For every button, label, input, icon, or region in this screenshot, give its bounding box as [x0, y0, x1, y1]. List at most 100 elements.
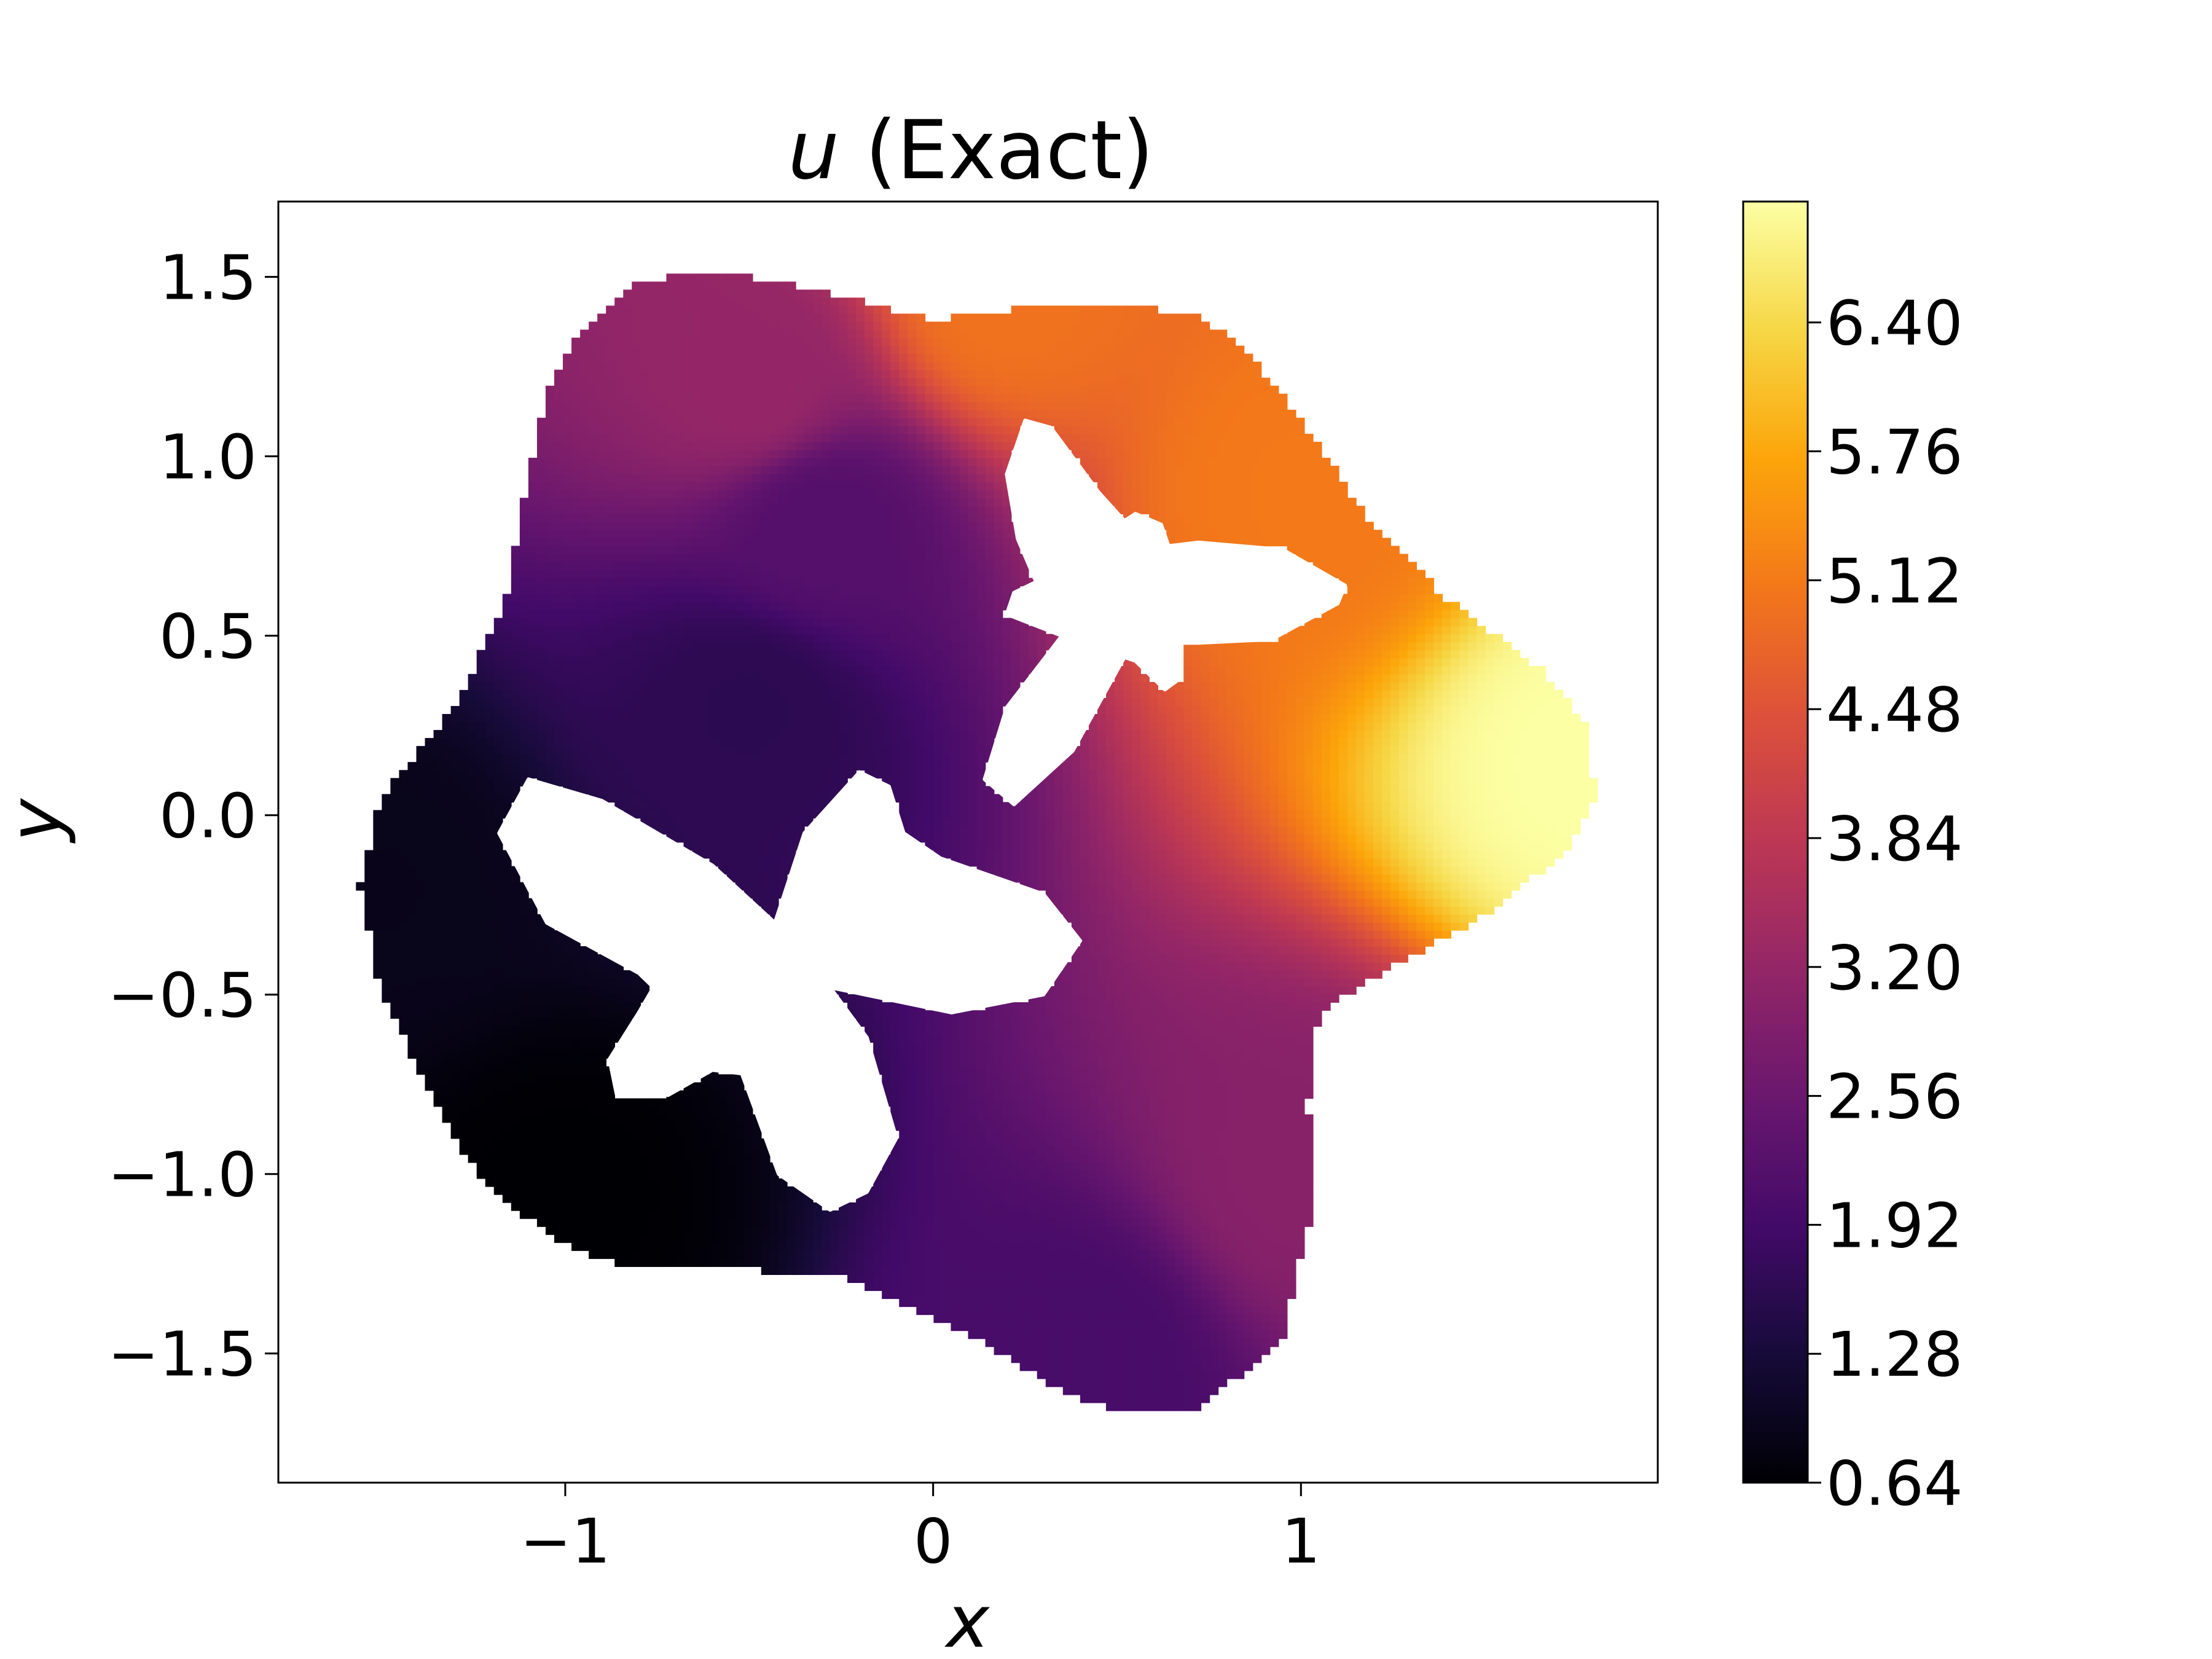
field-cell [1235, 1026, 1245, 1035]
field-cell [890, 1162, 900, 1171]
field-cell [718, 1074, 728, 1083]
field-cell [597, 1186, 606, 1195]
field-cell [1140, 1322, 1150, 1332]
field-cell [1062, 866, 1072, 875]
field-cell [985, 1202, 995, 1211]
field-cell [545, 1026, 555, 1035]
field-cell [485, 1026, 495, 1035]
field-cell [1037, 1082, 1046, 1091]
field-cell [597, 994, 606, 1003]
field-cell [908, 1066, 917, 1075]
field-cell [1123, 1242, 1132, 1251]
field-cell [925, 1250, 935, 1259]
field-cell [1088, 930, 1098, 939]
field-cell [1037, 1282, 1046, 1292]
field-cell [1132, 1402, 1141, 1411]
field-cell [1390, 882, 1400, 891]
field-cell [1088, 906, 1098, 915]
field-cell [1045, 1146, 1055, 1155]
field-cell [1304, 970, 1314, 979]
field-cell [1097, 1138, 1107, 1147]
field-cell [1123, 1026, 1132, 1035]
field-cell [769, 898, 779, 907]
field-cell [425, 1050, 434, 1059]
field-cell [1226, 1074, 1236, 1083]
field-cell [1028, 874, 1038, 883]
field-cell [1192, 1226, 1202, 1235]
field-cell [614, 1234, 624, 1243]
field-cell [536, 970, 546, 979]
field-cell [1364, 930, 1374, 939]
field-cell [554, 1034, 563, 1043]
field-cell [536, 1050, 546, 1059]
field-cell [511, 994, 520, 1003]
field-cell [1175, 1298, 1185, 1308]
field-cell [1149, 1322, 1158, 1332]
field-cell [493, 1090, 503, 1099]
field-cell [614, 1250, 624, 1259]
field-cell [743, 1218, 753, 1227]
field-cell [614, 1194, 624, 1203]
field-cell [1140, 1314, 1150, 1324]
field-cell [459, 1130, 469, 1139]
field-cell [1269, 1034, 1279, 1043]
field-cell [976, 1274, 986, 1284]
field-cell [1183, 842, 1193, 851]
field-cell [1252, 1106, 1262, 1115]
field-cell [1261, 1234, 1271, 1243]
field-cell [1071, 1226, 1081, 1235]
field-cell [1175, 1282, 1185, 1292]
field-cell [1080, 1034, 1089, 1043]
field-cell [735, 1098, 745, 1107]
field-cell [1175, 906, 1185, 915]
field-cell [606, 1042, 616, 1051]
chart-title-suffix: (Exact) [839, 103, 1154, 198]
field-cell [1097, 1178, 1107, 1187]
field-cell [1209, 1378, 1219, 1387]
field-cell [1002, 1130, 1012, 1139]
field-cell [692, 1218, 702, 1227]
field-cell [916, 1306, 926, 1316]
field-cell [1158, 1066, 1167, 1075]
field-cell [1209, 1050, 1219, 1059]
field-cell [1115, 1298, 1124, 1308]
field-cell [1011, 1202, 1021, 1211]
field-cell [1244, 1122, 1253, 1131]
field-cell [1140, 1066, 1150, 1075]
field-cell [1485, 882, 1495, 891]
field-cell [632, 1106, 641, 1115]
field-cell [563, 994, 572, 1003]
field-cell [1115, 1370, 1124, 1379]
field-cell [571, 1066, 581, 1075]
field-cell [1244, 1242, 1253, 1251]
field-cell [1011, 1098, 1021, 1107]
field-cell [442, 1002, 452, 1011]
field-cell [493, 922, 503, 931]
field-cell [1278, 850, 1288, 859]
field-cell [580, 970, 589, 979]
field-cell [1166, 1002, 1176, 1011]
field-cell [1123, 1058, 1132, 1067]
field-cell [1287, 938, 1296, 947]
field-cell [976, 1146, 986, 1155]
field-cell [1226, 882, 1236, 891]
field-cell [1235, 1258, 1245, 1267]
field-cell [1166, 954, 1176, 963]
field-cell [1468, 850, 1478, 859]
field-cell [1252, 842, 1262, 851]
field-cell [1054, 1034, 1064, 1043]
field-cell [1045, 1170, 1055, 1179]
field-cell [1080, 1146, 1089, 1155]
field-cell [1037, 1098, 1046, 1107]
field-cell [1115, 906, 1124, 915]
field-cell [1209, 1282, 1219, 1292]
field-cell [450, 1042, 460, 1051]
field-cell [1149, 1402, 1158, 1411]
field-cell [1062, 1386, 1072, 1395]
field-cell [1106, 1074, 1115, 1083]
field-cell [1115, 1226, 1124, 1235]
field-cell [1097, 954, 1107, 963]
field-cell [1149, 986, 1158, 995]
field-cell [976, 1290, 986, 1300]
field-cell [1278, 874, 1288, 883]
